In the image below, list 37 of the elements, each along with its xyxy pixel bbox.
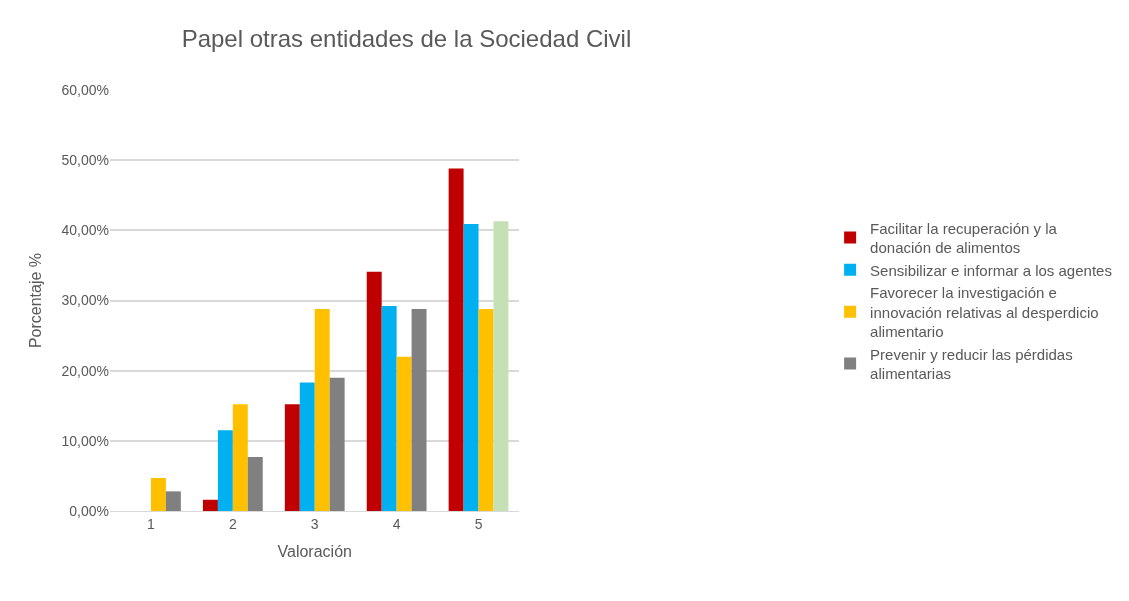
y-tick-label: 30,00% xyxy=(61,292,109,309)
bar xyxy=(247,456,263,511)
y-tick-label: 50,00% xyxy=(61,152,109,169)
x-tick-label: 2 xyxy=(228,515,237,532)
bar xyxy=(232,404,248,511)
bar xyxy=(411,308,427,511)
legend-label: Favorecer la investigación e innovación relativas al desperdicio alimentario xyxy=(870,284,1099,341)
legend-label: Prevenir y reducir las pérdidas alimentarias xyxy=(870,345,1073,383)
legend-label: Facilitar la recuperación y la donación de alimentos xyxy=(870,219,1058,257)
x-tick-label: 4 xyxy=(392,515,401,532)
bar xyxy=(299,382,315,511)
bar xyxy=(448,168,464,511)
x-axis-title: Valoración xyxy=(277,543,352,561)
chart-title: Papel otras entidades de la Sociedad Civil xyxy=(181,24,632,52)
bar xyxy=(202,499,218,511)
y-tick-label: 40,00% xyxy=(61,222,109,239)
bar xyxy=(284,404,300,511)
bar xyxy=(478,308,494,511)
bar xyxy=(314,308,330,511)
bar xyxy=(150,478,166,511)
bar xyxy=(165,491,181,511)
bar xyxy=(463,224,479,511)
bar xyxy=(381,306,397,511)
x-tick-label: 5 xyxy=(474,515,483,532)
bar xyxy=(493,221,509,511)
y-tick-label: 10,00% xyxy=(61,432,109,449)
y-tick-label: 60,00% xyxy=(61,81,109,98)
bar xyxy=(329,377,345,511)
x-tick-label: 1 xyxy=(147,515,156,532)
bar xyxy=(396,356,412,511)
x-tick-label: 3 xyxy=(310,515,319,532)
bar xyxy=(366,271,382,511)
y-tick-label: 20,00% xyxy=(61,362,109,379)
y-axis-title: Porcentaje % xyxy=(27,252,45,349)
legend-label: Sensibilizar e informar a los agentes xyxy=(870,261,1112,279)
y-tick-label: 0,00% xyxy=(69,502,109,519)
bar xyxy=(217,430,233,511)
